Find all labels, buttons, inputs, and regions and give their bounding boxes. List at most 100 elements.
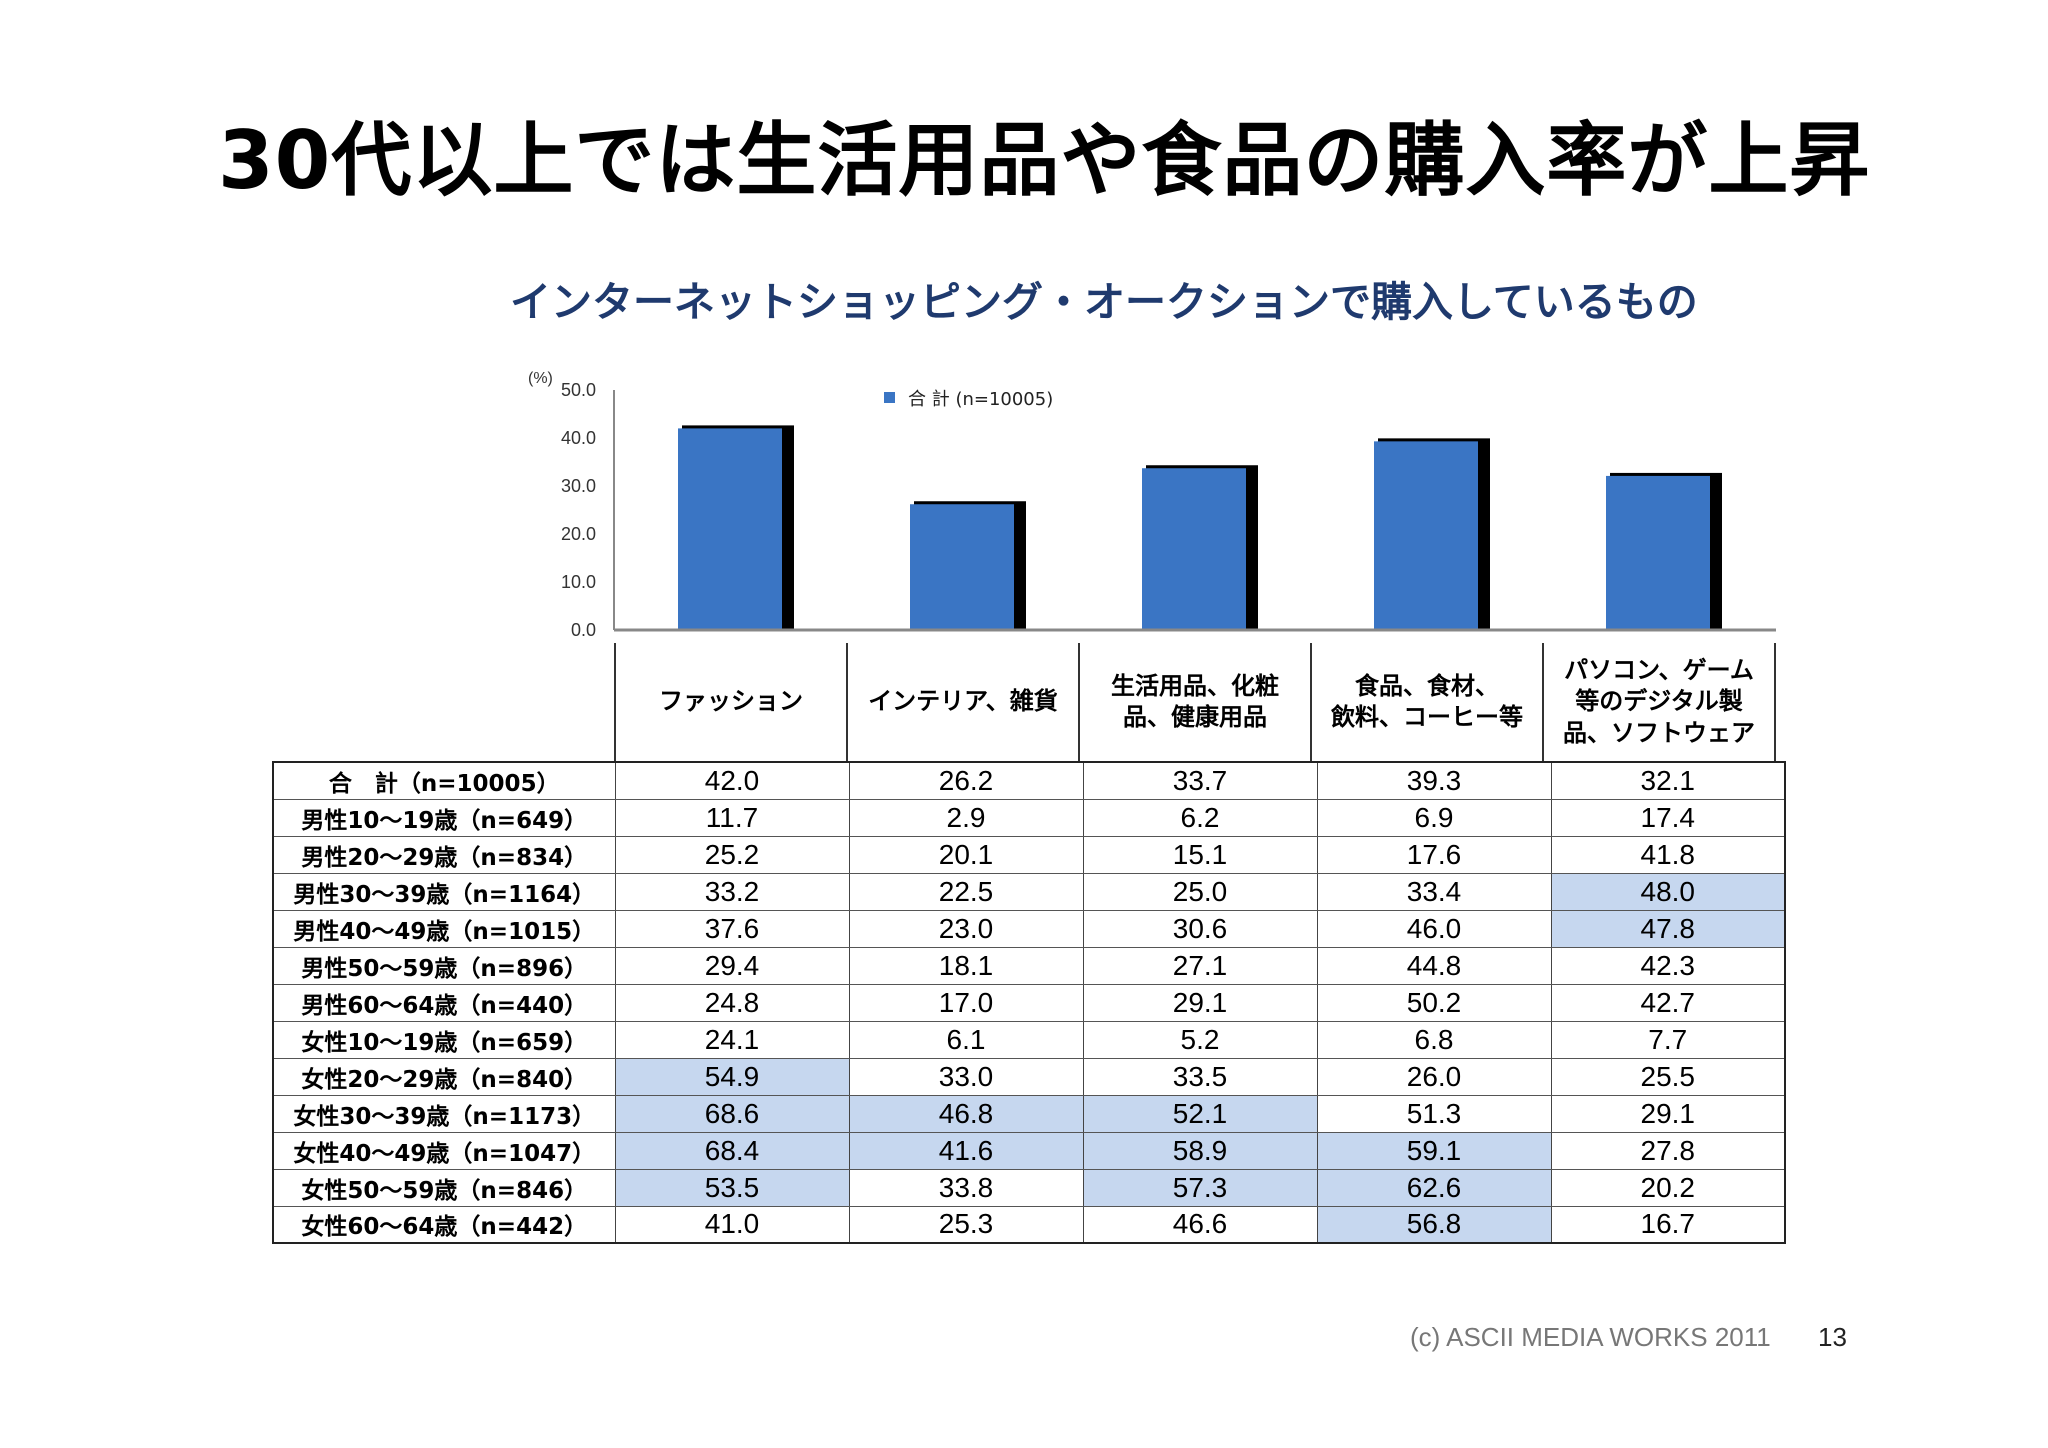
table-cell: 46.0 bbox=[1316, 910, 1552, 948]
table-cell: 18.1 bbox=[848, 947, 1084, 985]
row-label: 男性30～39歳（n=1164） bbox=[272, 873, 616, 911]
page-number: 13 bbox=[1818, 1322, 1847, 1352]
row-label: 男性20～29歳（n=834） bbox=[272, 836, 616, 874]
table-cell: 7.7 bbox=[1550, 1021, 1786, 1059]
table-cell: 33.4 bbox=[1316, 873, 1552, 911]
table-cell: 20.1 bbox=[848, 836, 1084, 874]
table-cell: 42.7 bbox=[1550, 984, 1786, 1022]
y-tick-label: 30.0 bbox=[561, 476, 596, 496]
table-cell: 24.8 bbox=[614, 984, 850, 1022]
table-cell: 25.0 bbox=[1082, 873, 1318, 911]
table-cell: 33.7 bbox=[1082, 762, 1318, 800]
table-cell: 15.1 bbox=[1082, 836, 1318, 874]
chart-title: インターネットショッピング・オークションで購入しているもの bbox=[510, 278, 1698, 326]
category-header-row: ファッション インテリア、雑貨 生活用品、化粧 品、健康用品 食品、食材、 飲料、コー… bbox=[614, 643, 1776, 761]
table-cell: 6.2 bbox=[1082, 799, 1318, 837]
table-cell: 32.1 bbox=[1550, 762, 1786, 800]
table-cell: 41.6 bbox=[848, 1132, 1084, 1170]
row-label: 女性50～59歳（n=846） bbox=[272, 1169, 616, 1207]
y-axis-unit: (%) bbox=[528, 370, 553, 387]
row-label: 男性60～64歳（n=440） bbox=[272, 984, 616, 1022]
row-label: 男性40～49歳（n=1015） bbox=[272, 910, 616, 948]
category-label: パソコン、ゲーム 等のデジタル製 品、ソフトウェア bbox=[1544, 643, 1776, 761]
table-cell: 11.7 bbox=[614, 799, 850, 837]
y-tick-label: 20.0 bbox=[561, 524, 596, 544]
table-row: 女性40～49歳（n=1047） 68.4 41.6 58.9 59.1 27.8 bbox=[272, 1132, 1786, 1170]
bar bbox=[678, 428, 782, 630]
table-cell: 33.2 bbox=[614, 873, 850, 911]
table-cell: 33.8 bbox=[848, 1169, 1084, 1207]
row-label: 女性40～49歳（n=1047） bbox=[272, 1132, 616, 1170]
data-table: 合 計（n=10005） 42.0 26.2 33.7 39.3 32.1 男性10～19歳… bbox=[272, 761, 1786, 1244]
table-cell: 44.8 bbox=[1316, 947, 1552, 985]
copyright-footer: (c) ASCII MEDIA WORKS 2011 bbox=[1410, 1322, 1771, 1352]
table-cell: 39.3 bbox=[1316, 762, 1552, 800]
table-cell: 23.0 bbox=[848, 910, 1084, 948]
table-row: 女性50～59歳（n=846） 53.5 33.8 57.3 62.6 20.2 bbox=[272, 1169, 1786, 1207]
legend: 合 計 (n=10005) bbox=[884, 389, 1053, 410]
y-tick-label: 10.0 bbox=[561, 572, 596, 592]
table-cell: 26.2 bbox=[848, 762, 1084, 800]
slide-title: 30代以上では生活用品や食品の購入率が上昇 bbox=[218, 114, 1871, 207]
table-cell: 30.6 bbox=[1082, 910, 1318, 948]
bar bbox=[910, 504, 1014, 630]
bar-chart: (%) 50.0 40.0 30.0 20.0 10.0 0.0 合 計 (n=10005… bbox=[528, 370, 1776, 640]
table-cell: 5.2 bbox=[1082, 1021, 1318, 1059]
table-cell: 46.6 bbox=[1082, 1206, 1318, 1244]
table-cell: 29.1 bbox=[1082, 984, 1318, 1022]
table-row: 男性40～49歳（n=1015） 37.6 23.0 30.6 46.0 47.8 bbox=[272, 910, 1786, 948]
table-row: 合 計（n=10005） 42.0 26.2 33.7 39.3 32.1 bbox=[272, 762, 1786, 800]
row-label: 男性50～59歳（n=896） bbox=[272, 947, 616, 985]
table-row: 男性50～59歳（n=896） 29.4 18.1 27.1 44.8 42.3 bbox=[272, 947, 1786, 985]
table-cell: 51.3 bbox=[1316, 1095, 1552, 1133]
table-cell: 24.1 bbox=[614, 1021, 850, 1059]
table-cell: 25.2 bbox=[614, 836, 850, 874]
table-row: 男性20～29歳（n=834） 25.2 20.1 15.1 17.6 41.8 bbox=[272, 836, 1786, 874]
table-cell: 50.2 bbox=[1316, 984, 1552, 1022]
table-cell: 46.8 bbox=[848, 1095, 1084, 1133]
table-cell: 2.9 bbox=[848, 799, 1084, 837]
table-cell: 53.5 bbox=[614, 1169, 850, 1207]
table-cell: 29.4 bbox=[614, 947, 850, 985]
bar bbox=[1606, 475, 1710, 630]
table-cell: 48.0 bbox=[1550, 873, 1786, 911]
table-cell: 16.7 bbox=[1550, 1206, 1786, 1244]
category-label: インテリア、雑貨 bbox=[848, 643, 1080, 761]
table-row: 女性20～29歳（n=840） 54.9 33.0 33.5 26.0 25.5 bbox=[272, 1058, 1786, 1096]
bars bbox=[678, 425, 1722, 630]
y-tick-label: 40.0 bbox=[561, 428, 596, 448]
table-cell: 25.3 bbox=[848, 1206, 1084, 1244]
table-row: 女性10～19歳（n=659） 24.1 6.1 5.2 6.8 7.7 bbox=[272, 1021, 1786, 1059]
table-cell: 59.1 bbox=[1316, 1132, 1552, 1170]
y-axis-ticks: 50.0 40.0 30.0 20.0 10.0 0.0 bbox=[561, 380, 596, 640]
category-label: 食品、食材、 飲料、コーヒー等 bbox=[1312, 643, 1544, 761]
row-label: 女性30～39歳（n=1173） bbox=[272, 1095, 616, 1133]
table-cell: 17.4 bbox=[1550, 799, 1786, 837]
y-tick-label: 0.0 bbox=[571, 620, 596, 640]
table-cell: 56.8 bbox=[1316, 1206, 1552, 1244]
table-cell: 25.5 bbox=[1550, 1058, 1786, 1096]
row-label: 女性10～19歳（n=659） bbox=[272, 1021, 616, 1059]
table-row: 女性60～64歳（n=442） 41.0 25.3 46.6 56.8 16.7 bbox=[272, 1206, 1786, 1244]
table-cell: 41.8 bbox=[1550, 836, 1786, 874]
table-row: 女性30～39歳（n=1173） 68.6 46.8 52.1 51.3 29.1 bbox=[272, 1095, 1786, 1133]
table-cell: 17.0 bbox=[848, 984, 1084, 1022]
table-cell: 68.4 bbox=[614, 1132, 850, 1170]
table-row: 男性60～64歳（n=440） 24.8 17.0 29.1 50.2 42.7 bbox=[272, 984, 1786, 1022]
legend-label: 合 計 (n=10005) bbox=[908, 389, 1053, 410]
table-cell: 42.3 bbox=[1550, 947, 1786, 985]
table-cell: 26.0 bbox=[1316, 1058, 1552, 1096]
category-label: ファッション bbox=[616, 643, 848, 761]
table-cell: 33.0 bbox=[848, 1058, 1084, 1096]
table-cell: 58.9 bbox=[1082, 1132, 1318, 1170]
legend-swatch bbox=[884, 392, 895, 403]
table-cell: 17.6 bbox=[1316, 836, 1552, 874]
table-cell: 6.1 bbox=[848, 1021, 1084, 1059]
bar bbox=[1142, 468, 1246, 630]
table-row: 男性30～39歳（n=1164） 33.2 22.5 25.0 33.4 48.0 bbox=[272, 873, 1786, 911]
table-cell: 6.8 bbox=[1316, 1021, 1552, 1059]
row-label: 男性10～19歳（n=649） bbox=[272, 799, 616, 837]
table-row: 男性10～19歳（n=649） 11.7 2.9 6.2 6.9 17.4 bbox=[272, 799, 1786, 837]
y-tick-label: 50.0 bbox=[561, 380, 596, 400]
row-label: 合 計（n=10005） bbox=[272, 762, 616, 800]
